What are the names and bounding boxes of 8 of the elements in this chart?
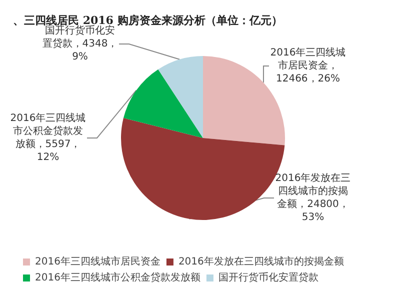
data-label: 2016年发放在三四线城市的按揭金额，24800，53% xyxy=(275,172,351,223)
legend-label: 2016年三四线城市居民资金 xyxy=(35,256,160,268)
legend-label: 2016年发放在三四线城市的按揭金额 xyxy=(178,256,344,268)
data-label: 2016年三四线城市居民资金，12466，26% xyxy=(270,46,346,84)
data-label: 国开行货币化安置贷款，4348，9% xyxy=(42,24,118,62)
data-label: 2016年三四线城市公积金贷款发放额，5597，12% xyxy=(10,112,86,163)
legend-label: 2016年三四线城市公积金贷款发放额 xyxy=(35,272,200,284)
legend-label: 国开行货币化安置贷款 xyxy=(218,272,318,284)
